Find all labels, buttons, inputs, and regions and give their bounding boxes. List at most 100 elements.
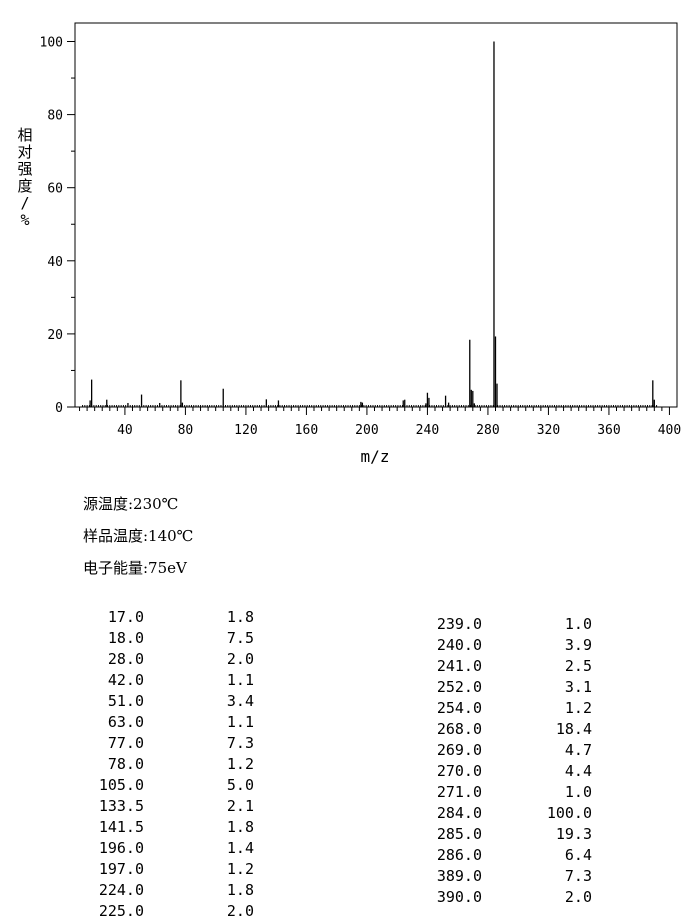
peak-mz: 225.0 <box>98 902 144 920</box>
peak-row: 268.0 18.4 <box>420 719 592 740</box>
y-axis-label-char: / <box>20 194 29 212</box>
peak-row: 252.0 3.1 <box>420 677 592 698</box>
x-tick-label: 360 <box>597 423 620 438</box>
peak-row: 196.0 1.4 <box>88 838 254 859</box>
peak-abundance: 6.4 <box>564 846 592 864</box>
peak-row: 241.0 2.5 <box>420 656 592 677</box>
peak-mz: 390.0 <box>436 888 482 906</box>
peak-abundance: 1.0 <box>564 615 592 633</box>
y-axis-label: 相对强度/% <box>17 126 32 229</box>
peak-mz: 141.5 <box>98 818 144 836</box>
peak-row: 18.0 7.5 <box>88 628 254 649</box>
x-tick-label: 160 <box>295 423 318 438</box>
peak-mz: 270.0 <box>436 762 482 780</box>
peak-row: 269.0 4.7 <box>420 740 592 761</box>
peak-mz: 254.0 <box>436 699 482 717</box>
peak-row: 105.0 5.0 <box>88 775 254 796</box>
y-axis-label-char: 对 <box>17 143 32 161</box>
peak-row: 224.0 1.8 <box>88 880 254 901</box>
peak-table-left: 17.0 1.8 18.0 7.5 28.0 2.0 42.0 1.1 51.0 3.4 63.0 1… <box>88 607 254 922</box>
peak-row: 51.0 3.4 <box>88 691 254 712</box>
peak-mz: 51.0 <box>107 692 144 710</box>
peak-abundance: 1.8 <box>226 608 254 626</box>
peak-abundance: 2.1 <box>226 797 254 815</box>
x-tick-label: 280 <box>476 423 499 438</box>
y-axis: 0 20 40 60 80 100 <box>40 36 75 416</box>
peak-abundance: 18.4 <box>555 720 592 738</box>
peak-row: 141.5 1.8 <box>88 817 254 838</box>
x-tick-label: 240 <box>416 423 439 438</box>
plot-frame <box>74 22 678 408</box>
x-tick-label: 320 <box>537 423 560 438</box>
peak-row: 389.0 7.3 <box>420 866 592 887</box>
peak-mz: 241.0 <box>436 657 482 675</box>
x-tick-label: 400 <box>658 423 681 438</box>
peak-abundance: 1.2 <box>564 699 592 717</box>
peak-abundance: 5.0 <box>226 776 254 794</box>
peak-mz: 284.0 <box>436 804 482 822</box>
peak-mz: 78.0 <box>107 755 144 773</box>
peak-row: 271.0 1.0 <box>420 782 592 803</box>
peak-row: 239.0 1.0 <box>420 614 592 635</box>
peak-row: 133.5 2.1 <box>88 796 254 817</box>
electron-energy: 电子能量:75eV <box>83 559 187 577</box>
peak-abundance: 1.1 <box>226 713 254 731</box>
x-axis-label: m/z <box>361 447 390 466</box>
x-tick-label: 120 <box>234 423 257 438</box>
y-tick-label: 40 <box>47 255 63 270</box>
peak-abundance: 2.5 <box>564 657 592 675</box>
peak-abundance: 1.2 <box>226 860 254 878</box>
peak-mz: 269.0 <box>436 741 482 759</box>
peak-mz: 42.0 <box>107 671 144 689</box>
peak-row: 42.0 1.1 <box>88 670 254 691</box>
peak-mz: 28.0 <box>107 650 144 668</box>
peak-mz: 63.0 <box>107 713 144 731</box>
peak-row: 225.0 2.0 <box>88 901 254 922</box>
peak-abundance: 1.1 <box>226 671 254 689</box>
peak-abundance: 2.0 <box>564 888 592 906</box>
peak-row: 284.0 100.0 <box>420 803 592 824</box>
sample-temperature: 样品温度:140℃ <box>83 527 194 545</box>
peak-mz: 239.0 <box>436 615 482 633</box>
peak-row: 390.0 2.0 <box>420 887 592 908</box>
peak-mz: 240.0 <box>436 636 482 654</box>
y-tick-label: 20 <box>47 328 63 343</box>
peak-mz: 252.0 <box>436 678 482 696</box>
peak-mz: 77.0 <box>107 734 144 752</box>
peak-abundance: 1.2 <box>226 755 254 773</box>
peak-row: 63.0 1.1 <box>88 712 254 733</box>
conditions-block: 源温度:230℃ 样品温度:140℃ 电子能量:75eV <box>83 493 193 589</box>
peak-mz: 133.5 <box>98 797 144 815</box>
peak-abundance: 1.4 <box>226 839 254 857</box>
x-axis: 40 80 120 160 200 240 280 320 360 400 <box>117 407 681 438</box>
peak-row: 270.0 4.4 <box>420 761 592 782</box>
x-tick-label: 80 <box>178 423 194 438</box>
peak-mz: 271.0 <box>436 783 482 801</box>
plot-border <box>74 22 678 408</box>
peak-abundance: 100.0 <box>546 804 592 822</box>
y-axis-label-char: % <box>20 211 29 229</box>
x-minor-ticks <box>79 407 663 411</box>
peak-abundance: 3.9 <box>564 636 592 654</box>
peak-row: 286.0 6.4 <box>420 845 592 866</box>
peak-abundance: 3.4 <box>226 692 254 710</box>
peak-row: 285.0 19.3 <box>420 824 592 845</box>
y-axis-label-char: 相 <box>17 126 32 144</box>
x-tick-label: 40 <box>117 423 133 438</box>
peak-row: 77.0 7.3 <box>88 733 254 754</box>
peak-mz: 268.0 <box>436 720 482 738</box>
peak-abundance: 2.0 <box>226 650 254 668</box>
y-axis-label-char: 强 <box>17 160 32 178</box>
spectrum-peaks <box>82 41 658 407</box>
peak-abundance: 7.3 <box>226 734 254 752</box>
peak-mz: 285.0 <box>436 825 482 843</box>
peak-abundance: 4.7 <box>564 741 592 759</box>
peak-abundance: 2.0 <box>226 902 254 920</box>
peak-mz: 224.0 <box>98 881 144 899</box>
peak-mz: 389.0 <box>436 867 482 885</box>
peak-mz: 197.0 <box>98 860 144 878</box>
peak-mz: 17.0 <box>107 608 144 626</box>
peak-abundance: 7.5 <box>226 629 254 647</box>
peak-abundance: 1.8 <box>226 881 254 899</box>
